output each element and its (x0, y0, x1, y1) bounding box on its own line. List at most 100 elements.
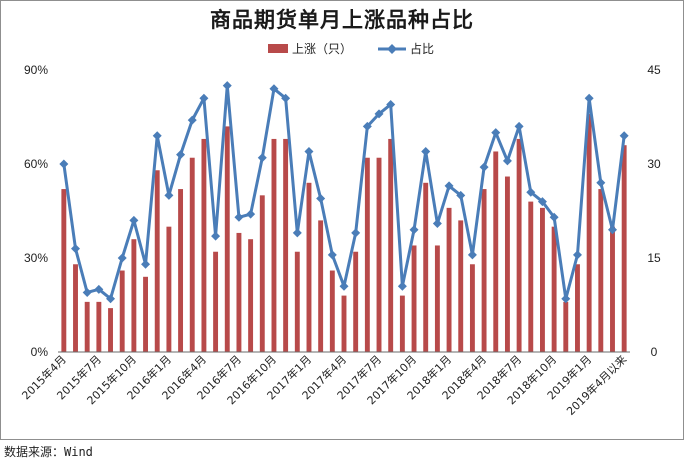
legend-item-bar: 上涨（只） (268, 40, 352, 57)
y-left-tick-label: 60% (24, 157, 48, 171)
line-point (607, 225, 617, 235)
bar (434, 245, 440, 352)
bar (469, 264, 475, 352)
line-point (561, 294, 571, 304)
line-point (444, 181, 454, 191)
line-point (281, 93, 291, 103)
bar (551, 226, 557, 352)
line-point (59, 159, 69, 169)
x-tick-label: 2019年4月以来 (564, 352, 630, 418)
line-point (234, 212, 244, 222)
line-point (106, 294, 116, 304)
line-point (362, 121, 372, 131)
y-left-tick-label: 30% (24, 251, 48, 265)
line-point (316, 193, 326, 203)
legend-line-label: 占比 (410, 42, 435, 56)
line-point (409, 225, 419, 235)
line-point (619, 131, 629, 141)
y-left-tick-label: 0% (31, 345, 49, 359)
bar (586, 113, 592, 353)
bar (493, 151, 499, 352)
bar (294, 251, 300, 352)
bar (563, 301, 569, 352)
line-point (152, 131, 162, 141)
line-point (71, 244, 81, 254)
bar (61, 189, 67, 352)
legend-item-line: 占比 (378, 40, 434, 57)
line-point (211, 231, 221, 241)
bar (248, 239, 254, 352)
line-point (537, 197, 547, 207)
line-point (82, 287, 92, 297)
line-point (584, 93, 594, 103)
bar (423, 182, 429, 352)
line-point (526, 187, 536, 197)
line-point (479, 162, 489, 172)
line-point (269, 84, 279, 94)
bar (481, 189, 487, 352)
bar (306, 182, 312, 352)
line-point (129, 215, 139, 225)
line-point (351, 228, 361, 238)
bar (341, 295, 347, 352)
bar (259, 195, 265, 352)
bar (189, 157, 195, 352)
line-point (397, 281, 407, 291)
bar (143, 276, 148, 352)
legend-bar-label: 上涨（只） (292, 42, 353, 56)
bar (166, 226, 172, 352)
bar (201, 138, 207, 352)
bar (96, 301, 102, 352)
line-point (421, 146, 431, 156)
line-point (502, 156, 512, 166)
line-point (549, 212, 559, 222)
bar (154, 170, 160, 352)
bar (621, 145, 627, 352)
bar (353, 251, 359, 352)
data-source-note: 数据来源：Wind (4, 445, 93, 459)
bar (178, 189, 184, 352)
line-point (386, 99, 396, 109)
line-point (304, 146, 314, 156)
y-left-tick-label: 90% (24, 63, 48, 77)
bar (119, 270, 125, 352)
bar (318, 220, 324, 352)
bar (458, 220, 464, 352)
line-point (292, 228, 302, 238)
line-point (141, 259, 151, 269)
bar (84, 301, 90, 352)
line-point (176, 150, 186, 160)
line-point (94, 284, 104, 294)
bar (575, 264, 580, 352)
chart-plot: 0% 30% 60% 90% 0 15 30 45 2015年4月2015年7月2015年1… (19, 63, 661, 418)
chart-title: 商品期货单月上涨品种占比 (210, 7, 474, 32)
bar (610, 226, 615, 352)
bar (73, 264, 78, 352)
legend: 上涨（只） 占比 (0, 40, 684, 58)
line-point (187, 115, 197, 125)
bar (131, 239, 137, 352)
bar (516, 138, 522, 352)
bar (329, 270, 335, 352)
line-point (572, 250, 582, 260)
bar (446, 207, 452, 352)
line-point (596, 178, 606, 188)
bar (388, 138, 394, 352)
line-point (257, 153, 267, 163)
x-axis-ticks: 2015年4月2015年7月2015年10月2016年1月2016年4月2016… (19, 352, 630, 418)
bar (283, 138, 289, 352)
line-point (327, 250, 337, 260)
bar (504, 176, 510, 352)
line-point (491, 128, 501, 138)
y-right-tick-label: 0 (651, 345, 658, 359)
bar (376, 157, 382, 352)
bar (213, 251, 219, 352)
line-point (164, 190, 174, 200)
bar-series (61, 113, 627, 353)
y-right-tick-label: 30 (647, 157, 661, 171)
bar (108, 308, 113, 352)
line-point (199, 93, 209, 103)
line-series (59, 81, 629, 304)
y-axis-right-ticks: 0 15 30 45 (647, 63, 661, 359)
bar (598, 189, 604, 352)
